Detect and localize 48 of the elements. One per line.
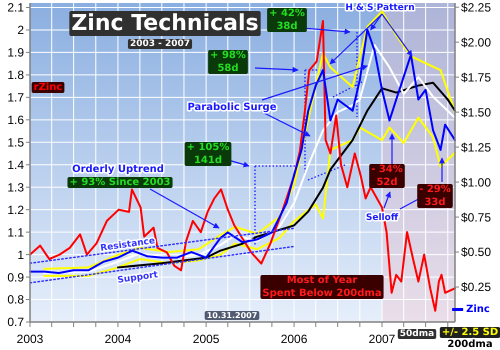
annotation: + 42% 38d <box>269 8 305 32</box>
y-tick-label: 0.8 <box>7 292 24 307</box>
annotation: 10.31.2007 <box>206 311 258 320</box>
annotation: Most of Year Spent Below 200dma <box>262 275 382 299</box>
y-tick-label: 1.4 <box>7 158 24 172</box>
y-tick-label: 1.9 <box>7 46 24 60</box>
text: rZinc <box>34 82 62 93</box>
y-tick-label: 1.8 <box>7 68 24 82</box>
y2-tick-label: $2.00 <box>461 35 492 50</box>
y-tick-label: 1.6 <box>7 113 24 128</box>
y-tick-label: 2 <box>17 23 24 38</box>
y-tick-label: 1.7 <box>7 90 24 105</box>
annotation: Parabolic Surge <box>188 102 277 113</box>
annotation: + 105% 141d <box>186 142 230 166</box>
annotation: + 93% Since 2003 <box>69 177 171 188</box>
y2-tick-label: $0.25 <box>461 280 492 294</box>
annotation: + 98% 58d <box>210 50 246 74</box>
annotation: - 34% 52d <box>371 164 403 188</box>
chart-title: Zinc Technicals <box>71 11 259 36</box>
x-tick-label: 2005 <box>192 332 220 346</box>
y2-tick-label: $1.00 <box>461 175 492 190</box>
y2-tick-label: $0.75 <box>461 210 492 224</box>
y2-tick-label: $1.75 <box>461 70 492 84</box>
annotation: - 29% 33d <box>419 184 451 208</box>
y-tick-label: 1.5 <box>7 135 24 150</box>
y-tick-label: 1.1 <box>7 225 24 240</box>
y-tick-label: 1.3 <box>7 180 24 194</box>
y-tick-label: 0.9 <box>7 270 24 284</box>
x-tick-label: 2004 <box>104 332 132 346</box>
y-tick-label: 0.7 <box>7 315 24 330</box>
y2-tick-label: $2.25 <box>461 0 492 14</box>
x-tick-label: 2007 <box>368 332 396 346</box>
y-tick-label: 1.2 <box>7 202 24 217</box>
annotation: Orderly Uptrend <box>72 164 164 175</box>
x-tick-label: 2003 <box>16 332 44 346</box>
y-tick-label: 1 <box>17 248 24 262</box>
text: Support <box>116 270 160 286</box>
y2-tick-label: $0.50 <box>461 245 492 260</box>
text: Zinc <box>466 304 490 315</box>
y2-tick-label: $1.50 <box>461 105 492 120</box>
y2-tick-label: $1.25 <box>461 140 492 154</box>
x-tick-label: 2006 <box>280 332 308 346</box>
y-tick-label: 2.1 <box>7 0 24 15</box>
text: 2003 - 2007 <box>130 39 190 49</box>
text: Resistance <box>100 236 156 254</box>
text: 50dma <box>400 329 434 339</box>
text: 200dma <box>447 339 493 350</box>
text: +/- 2.5 SD <box>442 327 498 338</box>
